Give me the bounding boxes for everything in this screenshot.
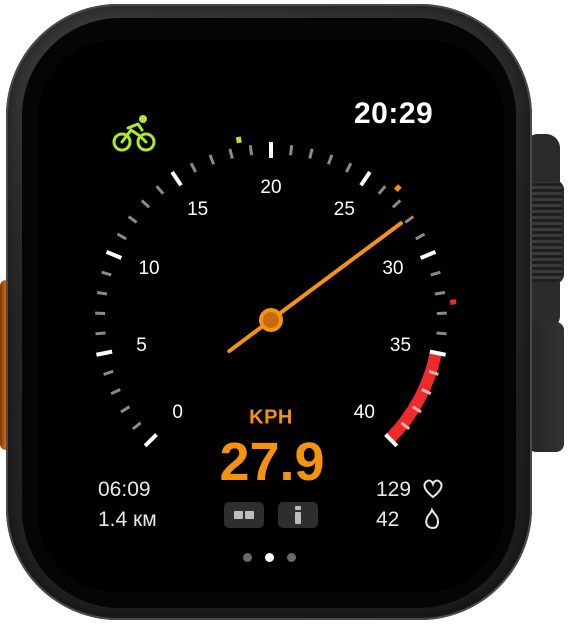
- average-marker: [393, 184, 402, 192]
- major-tick: [96, 349, 113, 357]
- gauge-tick-label: 25: [333, 199, 355, 221]
- heart-rate-value: 129: [376, 478, 412, 501]
- minor-tick: [248, 145, 253, 156]
- major-tick: [105, 250, 123, 260]
- page-dot[interactable]: [243, 553, 252, 562]
- minor-tick: [289, 145, 294, 156]
- minor-tick: [95, 331, 106, 336]
- minor-tick: [428, 369, 439, 376]
- minor-tick: [189, 162, 197, 173]
- digital-crown[interactable]: [526, 180, 564, 284]
- page-dot[interactable]: [287, 553, 296, 562]
- minor-tick: [400, 421, 411, 431]
- max-marker: [449, 299, 457, 305]
- gauge-tick-label: 40: [353, 402, 375, 424]
- minor-tick: [116, 232, 127, 241]
- gauge-tick-label: 35: [389, 334, 412, 356]
- minor-tick: [404, 215, 415, 224]
- minor-tick: [155, 185, 165, 195]
- workout-duration: 06:09: [98, 478, 151, 501]
- minor-tick: [415, 232, 426, 241]
- speed-value: 27.9: [219, 432, 325, 492]
- needle-hub: [259, 308, 283, 332]
- major-tick: [419, 250, 437, 260]
- minor-tick: [127, 215, 138, 224]
- minor-tick: [208, 154, 215, 165]
- gauge-tick-label: 10: [138, 258, 160, 280]
- gauge-tick-label: 5: [136, 334, 147, 356]
- minor-tick: [101, 270, 112, 277]
- minor-tick: [308, 148, 314, 159]
- minor-tick: [327, 154, 334, 165]
- gauge-tick-label: 0: [172, 402, 183, 424]
- minor-tick: [120, 405, 131, 414]
- minor-tick: [391, 199, 402, 209]
- split-view-button[interactable]: [224, 502, 264, 528]
- info-button[interactable]: [278, 502, 318, 528]
- minor-tick: [430, 270, 441, 277]
- gauge-tick-label: 15: [187, 199, 209, 221]
- side-button[interactable]: [528, 322, 564, 452]
- minor-tick: [436, 331, 447, 336]
- minor-tick: [131, 421, 142, 431]
- minor-tick: [434, 290, 446, 296]
- minor-tick: [228, 148, 234, 159]
- major-tick: [384, 433, 399, 448]
- major-tick: [429, 349, 446, 357]
- major-tick: [170, 170, 183, 187]
- calories-value: 42: [376, 508, 400, 531]
- split-view-icon: [234, 511, 254, 519]
- danger-zone-arc: [385, 351, 442, 444]
- minor-tick: [411, 405, 422, 414]
- minor-tick: [140, 199, 151, 209]
- minor-tick: [96, 290, 108, 296]
- workout-distance: 1.4 км: [98, 508, 157, 531]
- major-tick: [143, 433, 158, 448]
- target-marker: [235, 136, 242, 144]
- gauge-tick-label: 20: [260, 177, 282, 198]
- major-tick: [359, 170, 372, 187]
- speed-needle: [227, 221, 403, 354]
- minor-tick: [103, 369, 114, 376]
- minor-tick: [345, 162, 353, 173]
- minor-tick: [377, 185, 387, 195]
- clock-time: 20:29: [354, 97, 434, 130]
- gauge-tick-label: 30: [382, 258, 404, 280]
- page-dot-active[interactable]: [265, 553, 274, 562]
- minor-tick: [421, 388, 432, 396]
- speed-unit: KPH: [249, 406, 293, 429]
- info-icon: [295, 506, 301, 524]
- minor-tick: [110, 388, 121, 396]
